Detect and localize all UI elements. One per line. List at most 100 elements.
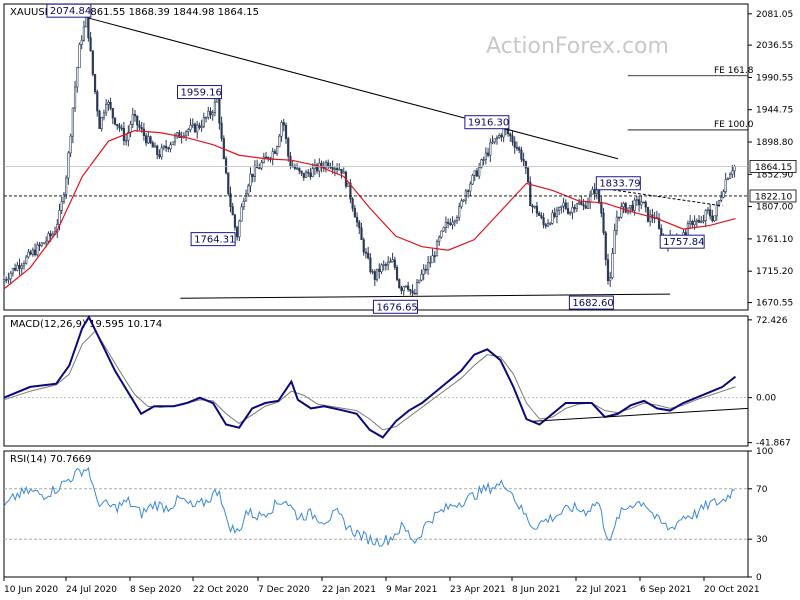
candle-body [307, 171, 310, 174]
candle-body [349, 182, 352, 200]
candle-body [371, 271, 374, 273]
candle-body [331, 167, 334, 170]
y-tick-label: 1852.90 [756, 170, 793, 180]
candle-body [413, 292, 416, 295]
candle-body [276, 146, 279, 154]
candle-body [260, 162, 263, 169]
candle-body [60, 201, 63, 211]
candle-body [573, 207, 576, 210]
candle-body [726, 178, 729, 180]
candle-body [733, 165, 736, 172]
candle-body [569, 212, 572, 214]
candle-body [98, 110, 101, 130]
candle-body [335, 167, 339, 170]
candle-body [522, 159, 525, 162]
candle-body [236, 227, 239, 238]
candle-body [36, 244, 39, 256]
candle-body [635, 199, 638, 201]
candle-body [375, 268, 379, 280]
candle-body [224, 158, 228, 174]
candle-body [220, 122, 223, 139]
candle-body [58, 209, 61, 225]
candle-body [287, 138, 290, 157]
candle-body [535, 205, 539, 214]
candle-body [500, 135, 503, 138]
candle-body [542, 217, 545, 225]
candle-body [25, 256, 28, 264]
price-label-box [177, 85, 223, 100]
candle-body [544, 224, 547, 227]
candle-body [613, 230, 616, 254]
candle-body [209, 110, 212, 116]
candle-body [100, 117, 103, 130]
candle-body [553, 212, 556, 217]
candle-body [338, 168, 341, 171]
candle-body [211, 112, 214, 116]
candle-body [482, 159, 485, 161]
candle-body [18, 264, 21, 269]
candle-body [82, 26, 86, 41]
candle-body [546, 223, 550, 227]
candle-body [111, 108, 114, 119]
candle-body [240, 206, 243, 222]
candle-body [558, 207, 561, 211]
candle-body [578, 201, 581, 205]
macd-line [3, 314, 737, 439]
candle-body [571, 207, 574, 213]
candle-body [631, 204, 634, 211]
candle-body [533, 205, 536, 208]
candle-body [7, 278, 10, 281]
candle-body [600, 202, 603, 214]
candle-body [184, 131, 188, 137]
candle-body [93, 74, 97, 93]
candle-body [593, 189, 596, 195]
candle-body [722, 191, 725, 198]
x-tick-label: 10 Jun 2020 [4, 585, 58, 595]
candle-body [538, 212, 541, 216]
candle-body [438, 236, 441, 242]
candle-body [105, 104, 108, 114]
y-tick-label: 72.426 [756, 316, 788, 326]
candle-body [420, 273, 423, 281]
candle-body [125, 139, 128, 142]
candle-body [351, 198, 354, 209]
y-tick-label: 2081.05 [756, 10, 793, 20]
candle-body [400, 287, 403, 292]
candle-body [551, 212, 554, 224]
candle-body [198, 124, 201, 128]
level-price-tag-box [749, 189, 797, 203]
candle-body [142, 128, 145, 136]
price-label: 2074.84 [50, 6, 91, 17]
y-tick-label: 1715.20 [756, 267, 793, 277]
candle-body [402, 286, 405, 292]
candle-body [20, 265, 23, 269]
candle-body [471, 175, 474, 185]
y-tick-label: 1944.75 [756, 106, 793, 116]
candle-body [31, 249, 34, 255]
candle-body [382, 264, 385, 266]
candle-body [120, 127, 123, 130]
candle-body [473, 170, 476, 176]
candle-body [311, 168, 314, 177]
candle-body [202, 117, 205, 127]
rsi-line [3, 466, 735, 547]
fib-level-label: FE 100.0 [714, 120, 754, 130]
candle-body [444, 221, 447, 228]
candle-body [140, 127, 143, 130]
candle-body [264, 156, 268, 159]
candle-body [586, 202, 590, 209]
candle-body [355, 216, 359, 223]
price-label-box [595, 176, 641, 191]
x-tick-label: 22 Jan 2021 [322, 585, 376, 595]
candle-body [171, 141, 174, 146]
candle-body [529, 181, 532, 207]
candle-body [136, 115, 139, 126]
y-tick-label: 1898.80 [756, 138, 793, 148]
candle-body [238, 220, 241, 238]
candle-body [560, 205, 563, 208]
y-tick-label: 1761.10 [756, 235, 793, 245]
candle-body [704, 210, 707, 221]
candle-body [373, 271, 376, 280]
candle-body [378, 268, 381, 273]
candle-body [389, 261, 392, 264]
